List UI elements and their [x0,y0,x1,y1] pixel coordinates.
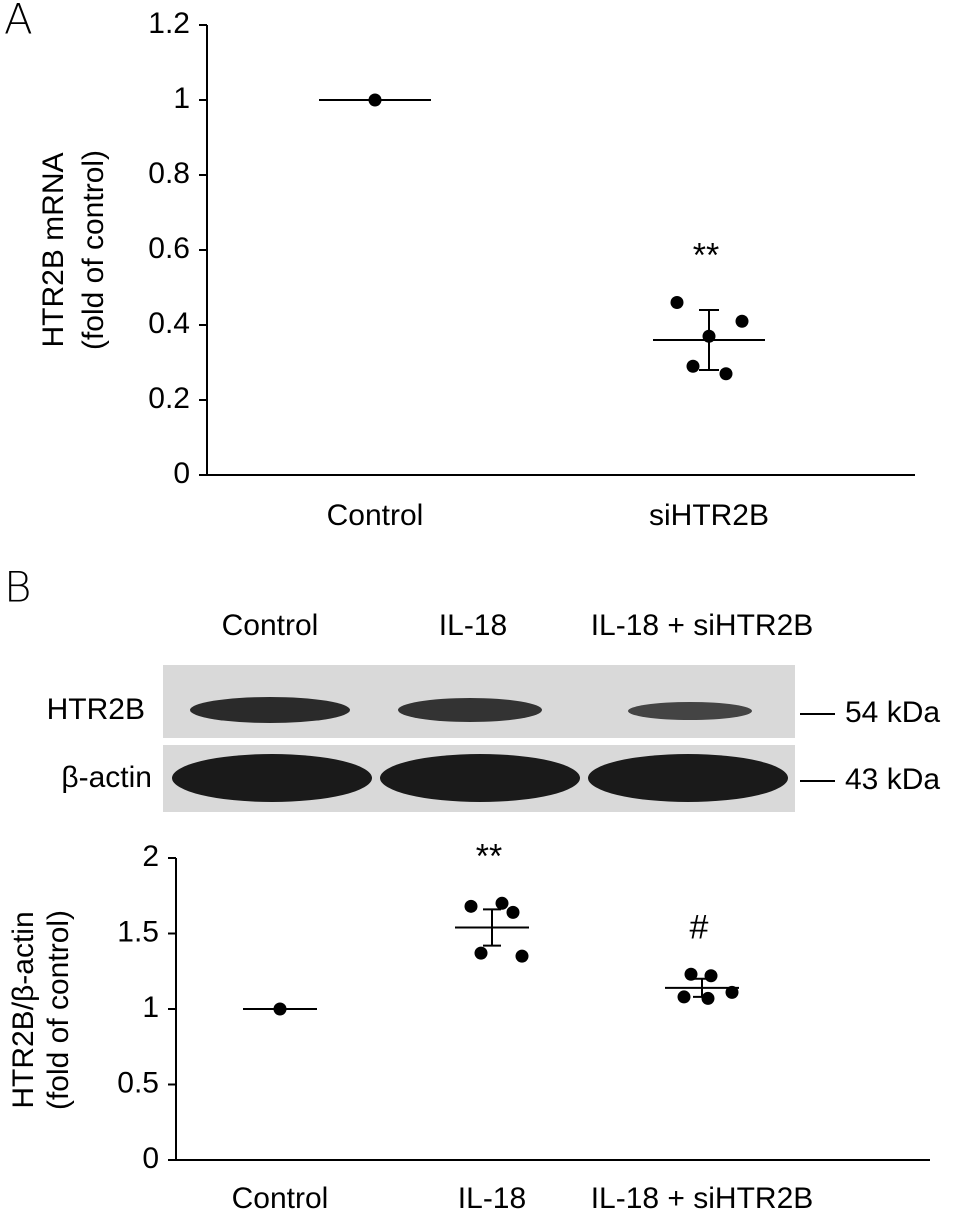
blot: Control IL-18 IL-18 + siHTR2B HTR2B β-ac… [47,609,940,812]
data-point [368,93,382,107]
data-point [670,296,684,309]
x-tick-label: IL-18 + siHTR2B [591,1182,814,1214]
data-point [686,359,700,373]
band [172,754,372,802]
y-tick-label: 0 [173,457,190,490]
y-tick-label: 0.5 [117,1066,159,1099]
data-point [735,314,749,328]
band [190,697,350,723]
annotation: # [690,908,709,946]
y-tick-label: 2 [142,840,159,873]
annotation: ** [476,837,502,875]
x-tick-label: Control [232,1182,329,1214]
data-point [702,329,716,343]
y-axis-label: HTR2B mRNA [37,152,70,347]
panel-label: A [4,0,33,44]
y-tick-label: 1.5 [117,915,159,948]
data-point [684,967,698,981]
data-point [464,899,478,913]
x-tick-label: IL-18 [458,1182,526,1214]
data-point [273,1002,287,1016]
row-label: HTR2B [47,693,145,726]
data-point [677,990,691,1004]
size-label: 54 kDa [845,696,940,729]
data-point [701,991,715,1005]
y-axis-label: (fold of control) [42,910,75,1110]
x-tick-label: siHTR2B [649,499,769,532]
y-tick-label: 0.8 [148,157,190,190]
y-axis-label: (fold of control) [77,150,110,350]
data-point [515,949,529,963]
annotation: ** [693,236,719,274]
y-tick-label: 0 [142,1142,159,1175]
y-tick-label: 1 [142,991,159,1024]
band [588,754,788,802]
y-tick-label: 0.6 [148,232,190,265]
y-tick-label: 0.2 [148,382,190,415]
data-point [495,896,509,910]
y-tick-label: 1.2 [148,7,190,40]
y-tick-label: 0.4 [148,307,190,340]
data-point [719,367,733,381]
lane-label: Control [222,609,319,642]
panel-label: B [4,563,32,612]
data-point [725,985,739,999]
lane-label: IL-18 [439,609,507,642]
data-point [474,946,488,960]
size-label: 43 kDa [845,763,940,796]
lane-label: IL-18 + siHTR2B [591,609,814,642]
error-bar [483,908,501,947]
y-tick-label: 1 [173,82,190,115]
band [628,702,752,720]
x-tick-label: Control [327,499,424,532]
data-point [704,969,718,983]
band [380,754,580,802]
band [398,698,542,722]
data-point [506,905,520,919]
y-axis-label: HTR2B/β-actin [7,911,40,1108]
row-label: β-actin [61,761,152,794]
